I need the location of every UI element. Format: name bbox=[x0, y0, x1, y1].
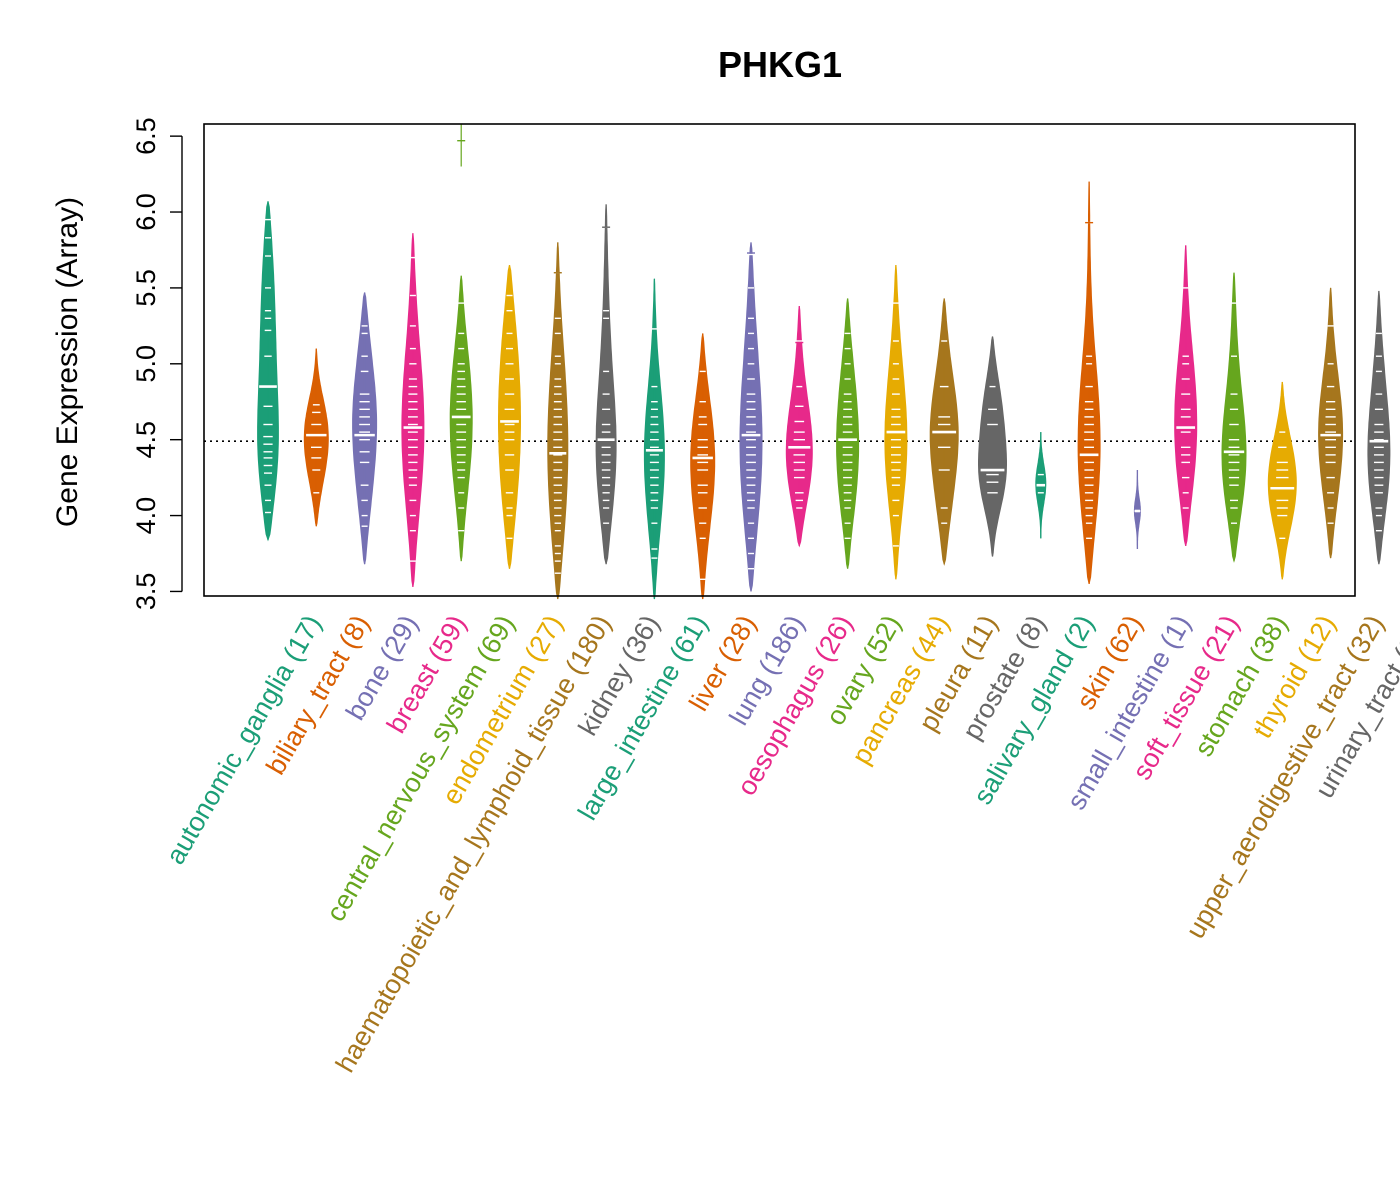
y-tick-label: 6.5 bbox=[131, 117, 161, 155]
violin-9 bbox=[690, 333, 716, 600]
violin-16 bbox=[1035, 432, 1047, 539]
violin-4 bbox=[449, 275, 473, 562]
violin-17 bbox=[1077, 181, 1101, 585]
y-axis-label: Gene Expression (Array) bbox=[51, 197, 84, 527]
violin-23 bbox=[1367, 290, 1391, 565]
y-tick-label: 6.0 bbox=[131, 193, 161, 231]
violin-18 bbox=[1133, 470, 1141, 549]
x-axis: autonomic_ganglia (17)biliary_tract (8)b… bbox=[160, 610, 1400, 1077]
plot-area bbox=[204, 124, 1391, 600]
violin-7 bbox=[595, 204, 617, 565]
violin-3 bbox=[401, 233, 425, 587]
violin-20 bbox=[1221, 272, 1247, 563]
y-tick-label: 4.0 bbox=[131, 497, 161, 535]
violin-0 bbox=[257, 201, 279, 542]
violin-10 bbox=[739, 242, 763, 592]
violin-8 bbox=[643, 278, 665, 600]
violin-5 bbox=[498, 264, 521, 569]
violin-2 bbox=[352, 292, 378, 565]
plot-frame bbox=[203, 123, 1356, 597]
violin-19 bbox=[1174, 245, 1198, 547]
y-tick-label: 5.0 bbox=[131, 345, 161, 383]
violin-1 bbox=[303, 348, 329, 527]
violin-14 bbox=[929, 298, 959, 566]
violin-11 bbox=[785, 306, 813, 548]
violin-21 bbox=[1267, 381, 1297, 580]
violin-13 bbox=[884, 265, 908, 580]
chart-title: PHKG1 bbox=[718, 44, 842, 85]
y-tick-label: 3.5 bbox=[131, 573, 161, 611]
y-tick-label: 4.5 bbox=[131, 421, 161, 459]
violin-15 bbox=[978, 336, 1007, 557]
violin-12 bbox=[836, 298, 860, 569]
y-tick-label: 5.5 bbox=[131, 269, 161, 307]
y-axis: 3.5 4.0 4.5 5.0 5.5 6.0 6.5 bbox=[131, 117, 183, 611]
violin-22 bbox=[1318, 287, 1344, 559]
violin-6 bbox=[547, 242, 569, 600]
